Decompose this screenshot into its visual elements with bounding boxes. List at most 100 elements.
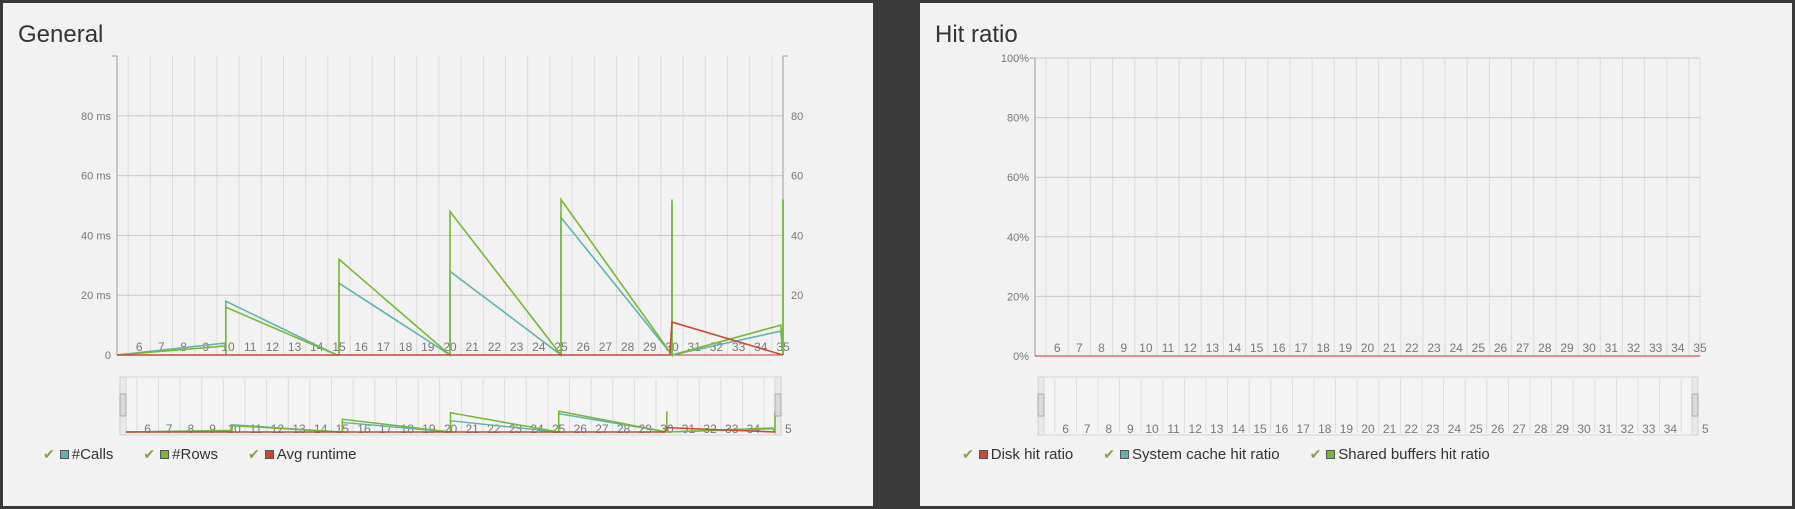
navigator-tick-label: 28 bbox=[1534, 422, 1548, 436]
navigator-series-line bbox=[125, 410, 776, 433]
navigator-tick-label: 17 bbox=[1297, 422, 1311, 436]
navigator-tick-label: 18 bbox=[1318, 422, 1332, 436]
navigator-tick-label: 12 bbox=[1189, 422, 1203, 436]
navigator-tick-label: 5 bbox=[1702, 422, 1709, 436]
general-panel: General 0 20 ms 40 ms 60 ms 80 ms 20 40 60 80 6 7 8… bbox=[3, 3, 873, 506]
legend-swatch bbox=[1326, 450, 1336, 459]
general-legend: ✔ #Calls ✔ #Rows ✔ Avg runtime bbox=[43, 446, 387, 463]
x-tick-label: 22 bbox=[488, 340, 502, 354]
x-tick-label: 26 bbox=[577, 340, 591, 354]
legend-swatch bbox=[59, 450, 69, 459]
navigator-tick-label: 20 bbox=[1361, 422, 1375, 436]
x-tick-label: 24 bbox=[1449, 341, 1463, 355]
hit-ratio-panel: Hit ratio 0% 20% 40% 60% 80% 100% 6 7 8 9 10 11 12 13… bbox=[920, 3, 1792, 506]
navigator-tick-label: 33 bbox=[1642, 422, 1656, 436]
navigator-tick-label: 5 bbox=[785, 422, 792, 436]
legend-item-avg-runtime[interactable]: ✔ Avg runtime bbox=[248, 446, 357, 463]
navigator-tick-label: 24 bbox=[1448, 422, 1462, 436]
navigator-handle bbox=[774, 393, 782, 417]
y-right-tick-label: 80 bbox=[791, 111, 803, 123]
legend-label: #Calls bbox=[71, 446, 114, 463]
x-tick-label: 6 bbox=[136, 340, 143, 354]
navigator-tick-label: 11 bbox=[250, 422, 263, 436]
legend-item-system-cache-hit-ratio[interactable]: ✔ System cache hit ratio bbox=[1103, 446, 1279, 463]
navigator-tick-label: 22 bbox=[1405, 422, 1419, 436]
x-tick-label: 19 bbox=[1339, 341, 1353, 355]
x-tick-label: 25 bbox=[1472, 341, 1486, 355]
checkmark-icon: ✔ bbox=[1309, 446, 1322, 462]
navigator-tick-label: 15 bbox=[1253, 422, 1267, 436]
x-tick-label: 30 bbox=[1582, 341, 1596, 355]
x-tick-label: 11 bbox=[1162, 341, 1175, 355]
y-tick-label: 40 ms bbox=[81, 230, 111, 242]
x-tick-label: 23 bbox=[510, 340, 524, 354]
legend-label: Disk hit ratio bbox=[990, 446, 1074, 463]
legend-item-rows[interactable]: ✔ #Rows bbox=[143, 446, 218, 463]
navigator-tick-label: 19 bbox=[1340, 422, 1354, 436]
y-right-tick-label: 60 bbox=[791, 171, 803, 183]
navigator-tick-label: 26 bbox=[574, 422, 588, 436]
x-tick-label: 8 bbox=[1098, 341, 1105, 355]
x-tick-label: 21 bbox=[1383, 341, 1397, 355]
general-chart: 0 20 ms 40 ms 60 ms 80 ms 20 40 60 80 6 7 8 9 10 11 12 1… bbox=[81, 55, 803, 436]
y-tick-label: 20 ms bbox=[81, 290, 111, 302]
y-tick-label: 80 ms bbox=[81, 111, 111, 123]
navigator-handle bbox=[119, 393, 127, 417]
navigator-tick-label: 7 bbox=[166, 422, 173, 436]
navigator-tick-label: 27 bbox=[595, 422, 609, 436]
x-tick-label: 26 bbox=[1494, 341, 1508, 355]
legend-item-calls[interactable]: ✔ #Calls bbox=[43, 446, 113, 463]
checkmark-icon: ✔ bbox=[962, 446, 974, 462]
legend-swatch bbox=[160, 450, 170, 459]
navigator-tick-label: 10 bbox=[227, 422, 241, 436]
navigator-tick-label: 25 bbox=[1469, 422, 1483, 436]
x-tick-label: 23 bbox=[1427, 341, 1441, 355]
x-tick-label: 34 bbox=[754, 340, 768, 354]
legend-swatch bbox=[1120, 450, 1129, 459]
x-tick-label: 21 bbox=[466, 340, 480, 354]
x-tick-label: 16 bbox=[1272, 341, 1286, 355]
legend-swatch bbox=[978, 450, 988, 459]
navigator-tick-label: 8 bbox=[1105, 422, 1112, 436]
y-tick-label: 0 bbox=[105, 350, 111, 362]
x-tick-label: 18 bbox=[399, 340, 413, 354]
legend-item-disk-hit-ratio[interactable]: ✔ Disk hit ratio bbox=[962, 446, 1073, 463]
series-line--rows bbox=[116, 197, 784, 358]
navigator-tick-label: 10 bbox=[1145, 422, 1159, 436]
hit-ratio-chart: 0%20%40%60%80%100%6 7 8 9 10 11 12 13 14 15 16 17 18… bbox=[1001, 53, 1709, 436]
y-tick-label: 0% bbox=[1013, 351, 1029, 363]
navigator-handle bbox=[1691, 393, 1699, 417]
navigator-tick-label: 26 bbox=[1491, 422, 1505, 436]
legend-label: #Rows bbox=[172, 446, 219, 463]
y-tick-label: 100% bbox=[1001, 53, 1029, 65]
x-tick-label: 17 bbox=[377, 340, 391, 354]
general-title: General bbox=[18, 21, 104, 48]
x-tick-label: 28 bbox=[621, 340, 635, 354]
navigator-window bbox=[1043, 376, 1693, 436]
x-tick-label: 9 bbox=[1120, 341, 1127, 355]
navigator-tick-label: 11 bbox=[1167, 422, 1180, 436]
x-tick-label: 12 bbox=[266, 340, 280, 354]
x-tick-label: 19 bbox=[421, 340, 435, 354]
legend-item-shared-buffers-hit-ratio[interactable]: ✔ Shared buffers hit ratio bbox=[1310, 446, 1490, 463]
navigator-tick-label: 14 bbox=[1232, 422, 1246, 436]
x-tick-label: 35 bbox=[1693, 341, 1707, 355]
x-tick-label: 31 bbox=[1605, 341, 1619, 355]
navigator-tick-label: 13 bbox=[1210, 422, 1224, 436]
x-tick-label: 29 bbox=[643, 340, 657, 354]
navigator-tick-label: 21 bbox=[1383, 422, 1397, 436]
navigator-tick-label: 32 bbox=[1621, 422, 1635, 436]
x-tick-label: 32 bbox=[1627, 341, 1641, 355]
x-tick-label: 27 bbox=[599, 340, 613, 354]
x-tick-label: 14 bbox=[1228, 341, 1242, 355]
x-tick-label: 11 bbox=[244, 340, 257, 354]
x-tick-label: 20 bbox=[1361, 341, 1375, 355]
y-tick-label: 60 ms bbox=[81, 171, 111, 183]
navigator-handle bbox=[1037, 393, 1045, 417]
navigator-tick-label: 27 bbox=[1513, 422, 1527, 436]
navigator-tick-label: 30 bbox=[1577, 422, 1591, 436]
y-right-tick-label: 40 bbox=[791, 230, 803, 242]
checkmark-icon: ✔ bbox=[143, 446, 156, 462]
navigator-tick-label: 8 bbox=[188, 422, 195, 436]
x-tick-label: 29 bbox=[1560, 341, 1574, 355]
